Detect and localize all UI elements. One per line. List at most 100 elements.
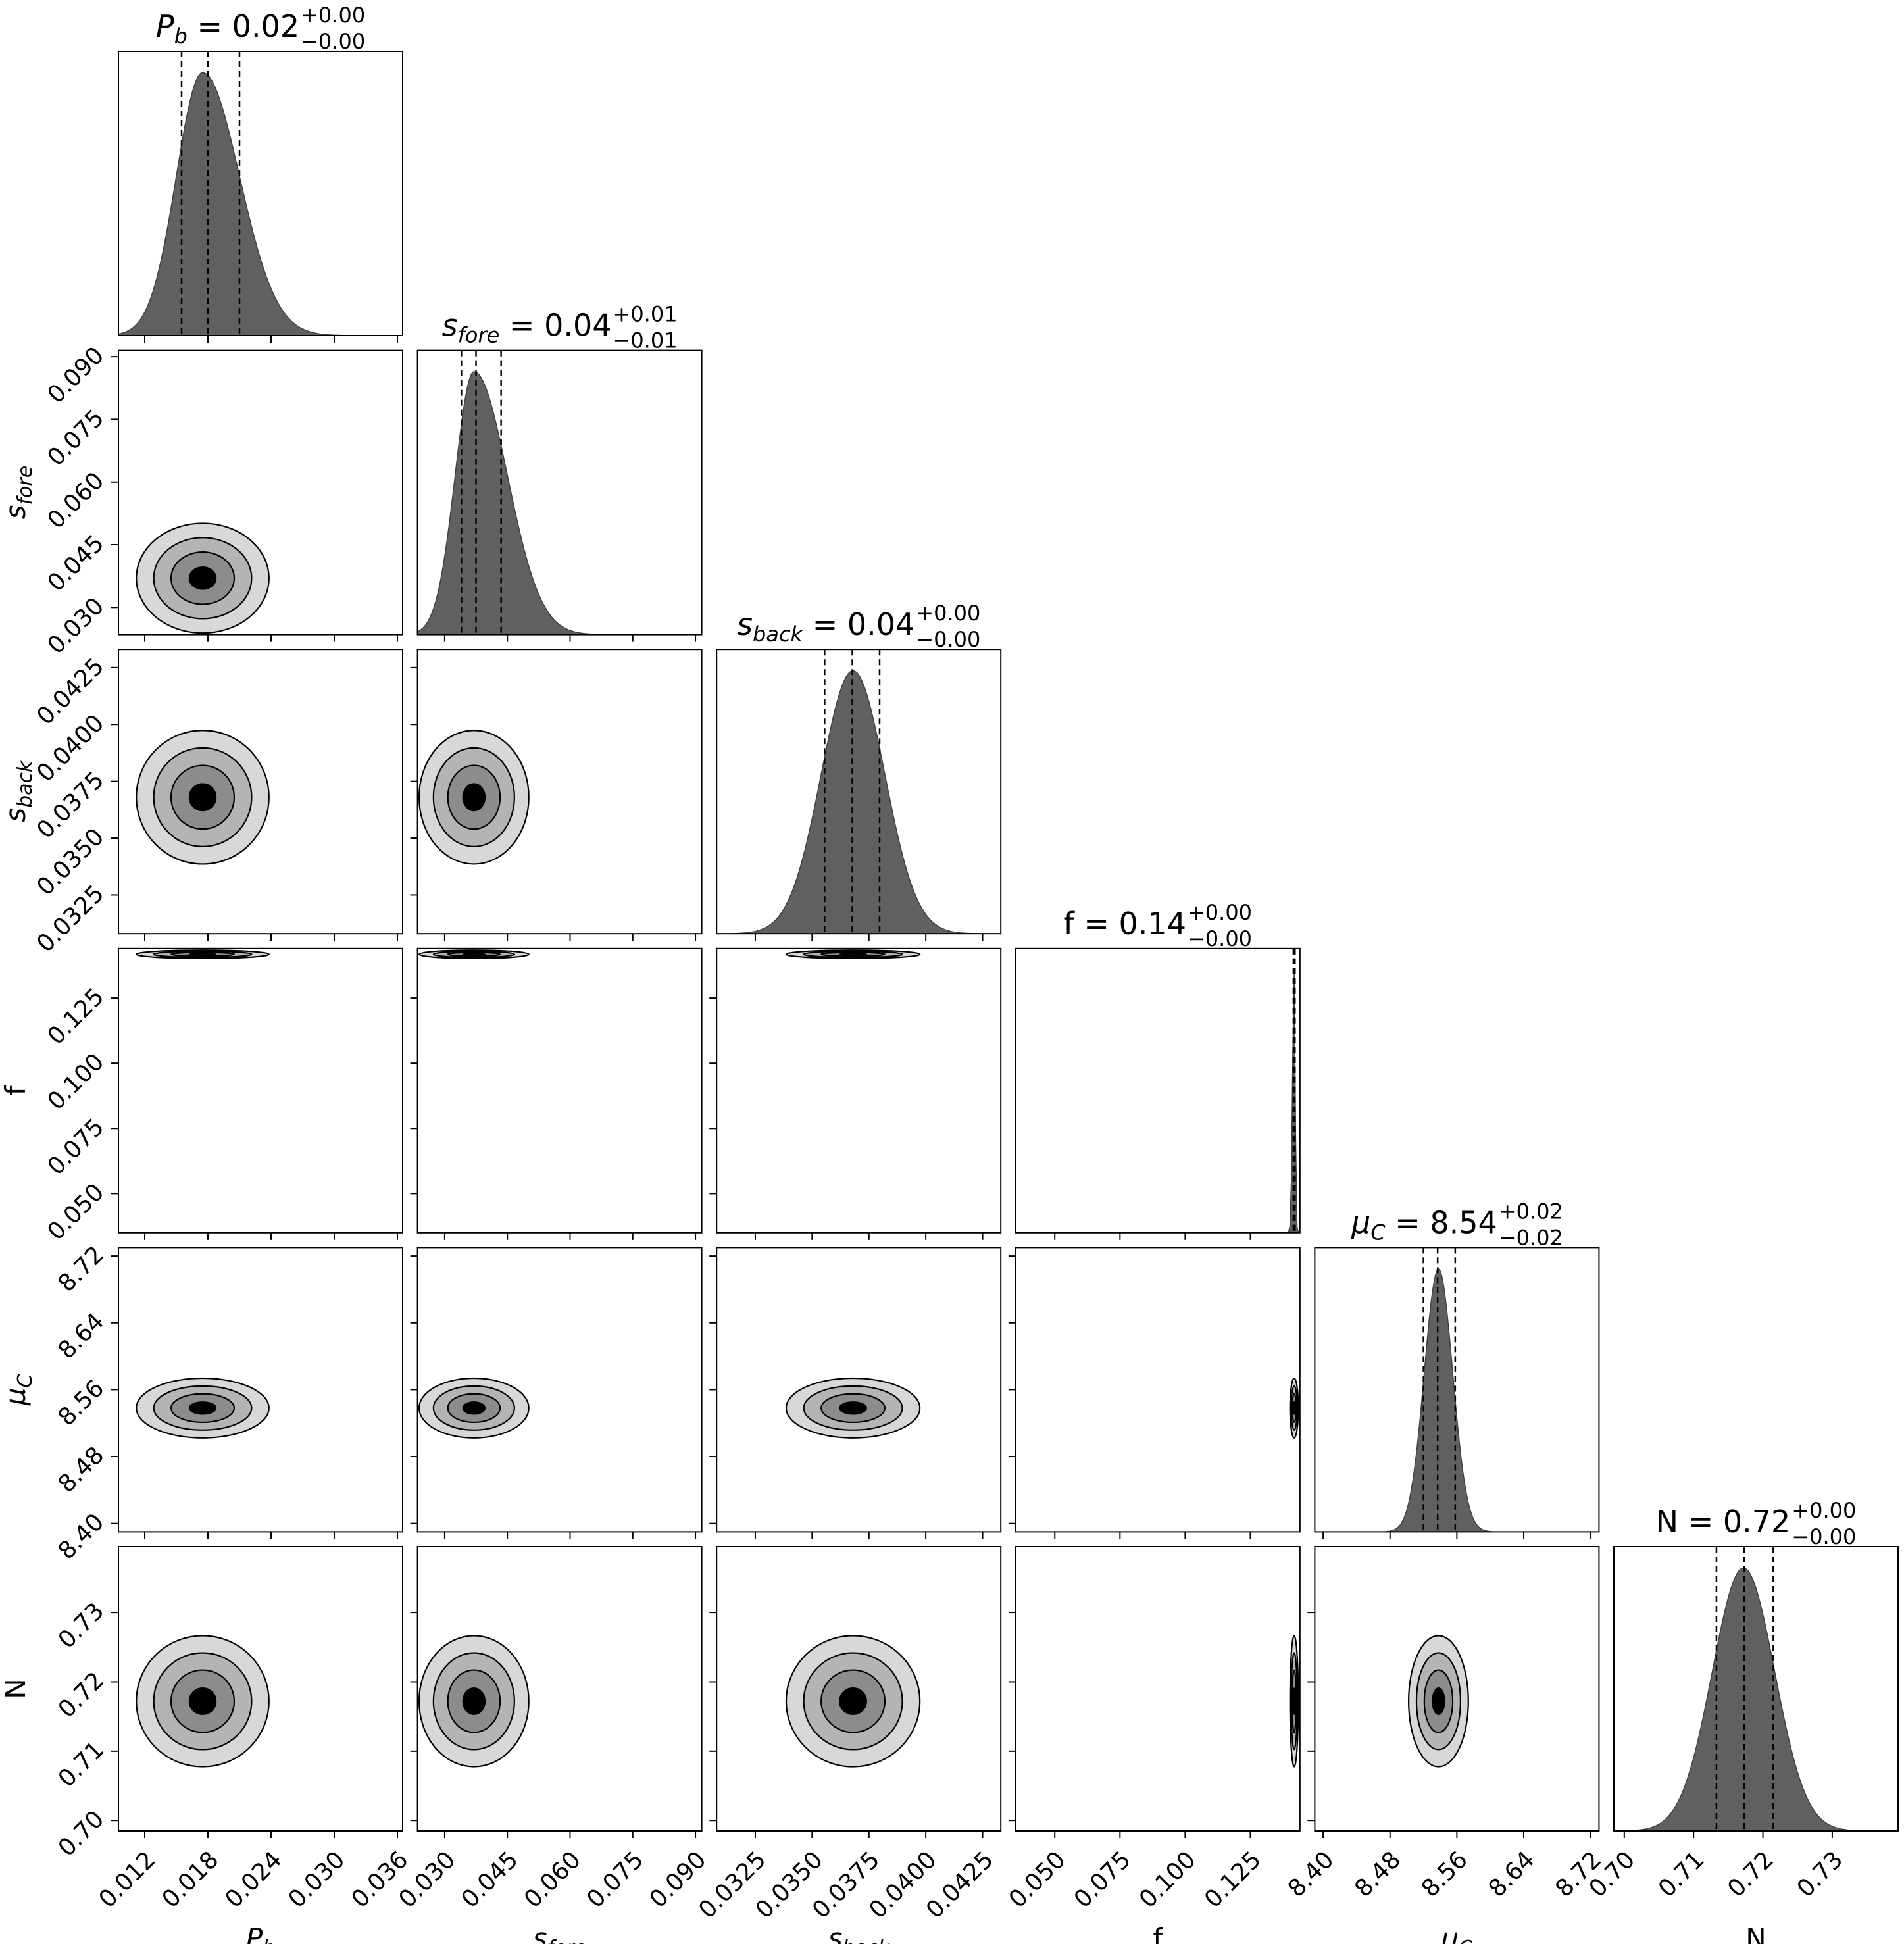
ytick-label-N: 0.72 (53, 1667, 110, 1724)
yaxis-label-muC: μC (0, 1374, 37, 1407)
hist-area-sfore (417, 371, 702, 635)
yaxis-label-f: f (0, 1085, 32, 1095)
xtick-label-muC: 8.64 (1484, 1846, 1540, 1903)
xtick-label-f: 0.075 (1069, 1846, 1136, 1913)
contour-level-4 (839, 953, 867, 956)
hist-sback (716, 649, 1001, 934)
xtick-label-N: 0.72 (1722, 1846, 1779, 1903)
xtick-label-muC: 8.40 (1283, 1846, 1340, 1903)
yaxis-label-sback: sback (0, 760, 37, 822)
contour-level-4 (462, 1687, 486, 1715)
xaxis-label-sfore: sfore (533, 1922, 587, 1944)
title-Pb: Pb = 0.02+0.00 −0.00 (156, 3, 365, 54)
title-sfore: sfore = 0.04+0.01 −0.01 (442, 302, 678, 353)
ytick-label-N: 0.70 (53, 1806, 110, 1862)
xaxis-label-Pb: Pb (246, 1922, 275, 1944)
xtick-label-Pb: 0.030 (284, 1846, 351, 1913)
panel-frame-5-5 (1613, 1546, 1899, 1832)
contour-Pb-f (136, 949, 270, 959)
contour-level-4 (188, 566, 217, 590)
panel-frame-1-1 (416, 349, 703, 636)
panel-frame-5-0 (118, 1546, 403, 1832)
ytick-label-f: 0.050 (42, 1179, 109, 1246)
contour-level-4 (1432, 1687, 1445, 1715)
ytick-label-sfore: 0.060 (42, 467, 109, 534)
yaxis-label-N: N (0, 1678, 32, 1699)
title-N: N = 0.72+0.00 −0.00 (1656, 1498, 1857, 1549)
panel-frame-2-2 (716, 649, 1002, 935)
panel-frame-2-1 (416, 649, 703, 935)
contour-level-4 (839, 1687, 867, 1715)
ytick-label-f: 0.125 (42, 983, 109, 1050)
title-f: f = 0.14+0.00 −0.00 (1064, 900, 1252, 951)
contour-level-4 (462, 953, 486, 956)
panel-frame-3-3 (1015, 947, 1301, 1234)
xtick-label-f: 0.100 (1134, 1846, 1201, 1913)
ytick-label-muC: 8.48 (53, 1441, 110, 1498)
yaxis-label-sfore: sfore (0, 466, 37, 520)
ytick-label-f: 0.075 (42, 1114, 109, 1181)
xtick-label-N: 0.71 (1653, 1846, 1710, 1903)
contour-Pb-sfore (136, 522, 270, 634)
xtick-label-sfore: 0.075 (582, 1846, 649, 1913)
contour-sfore-muC (418, 1377, 530, 1439)
panel-frame-4-3 (1015, 1247, 1301, 1533)
xaxis-label-N: N (1745, 1922, 1766, 1944)
panel-frame-5-2 (716, 1546, 1002, 1832)
contour-level-4 (188, 783, 217, 812)
title-sback: sback = 0.04+0.00 −0.00 (737, 601, 980, 652)
title-muC: μC = 8.54+0.02 −0.02 (1351, 1199, 1563, 1250)
contour-sfore-N (418, 1635, 530, 1768)
xaxis-label-f: f (1153, 1922, 1163, 1944)
hist-sfore (417, 350, 702, 635)
hist-muC (1315, 1247, 1599, 1532)
panel-frame-5-1 (416, 1546, 703, 1832)
xtick-label-f: 0.050 (1004, 1846, 1071, 1913)
ytick-label-N: 0.73 (53, 1597, 110, 1654)
xtick-label-Pb: 0.018 (157, 1846, 224, 1913)
hist-area-N (1614, 1567, 1898, 1831)
contour-level-4 (1292, 1401, 1296, 1415)
panel-frame-2-0 (118, 649, 403, 935)
hist-area-f (1015, 970, 1300, 1233)
panel-frame-0-0 (118, 51, 403, 336)
contour-level-4 (188, 1687, 217, 1715)
hist-area-sback (716, 670, 1001, 934)
contour-sback-N (785, 1635, 921, 1768)
contour-sfore-f (418, 949, 530, 959)
ytick-label-muC: 8.64 (53, 1308, 110, 1364)
ytick-label-sfore: 0.045 (42, 530, 109, 597)
hist-f (1015, 948, 1300, 1233)
panel-frame-3-0 (118, 947, 403, 1234)
hist-area-muC (1315, 1268, 1599, 1532)
ytick-label-sfore: 0.075 (42, 405, 109, 472)
xtick-label-f: 0.125 (1199, 1846, 1266, 1913)
xtick-label-Pb: 0.012 (94, 1846, 161, 1913)
contour-f-N (1289, 1635, 1299, 1768)
xtick-label-Pb: 0.024 (220, 1846, 288, 1913)
hist-area-Pb (118, 72, 403, 336)
ytick-label-muC: 8.40 (53, 1508, 110, 1565)
ytick-label-sfore: 0.090 (42, 342, 109, 409)
ytick-label-sfore: 0.030 (42, 593, 109, 660)
contour-level-4 (1292, 1687, 1296, 1715)
contour-sback-muC (785, 1377, 921, 1439)
contour-sback-f (785, 949, 921, 959)
xtick-label-sfore: 0.060 (519, 1846, 586, 1913)
xtick-label-N: 0.73 (1792, 1846, 1849, 1903)
contour-muC-N (1407, 1635, 1469, 1768)
contour-f-muC (1289, 1377, 1299, 1439)
xaxis-label-sback: sback (828, 1922, 891, 1944)
contour-Pb-sback (136, 730, 270, 865)
contour-level-4 (188, 953, 217, 956)
xtick-label-sfore: 0.045 (457, 1846, 524, 1913)
hist-N (1614, 1547, 1898, 1831)
xtick-label-muC: 8.56 (1416, 1846, 1473, 1903)
panel-frame-5-3 (1015, 1546, 1301, 1832)
contour-Pb-N (136, 1635, 270, 1768)
contour-level-4 (839, 1401, 867, 1415)
panel-frame-1-0 (118, 349, 403, 636)
hist-Pb (118, 51, 403, 336)
contour-level-4 (462, 1401, 486, 1415)
panel-frame-3-1 (416, 947, 703, 1234)
